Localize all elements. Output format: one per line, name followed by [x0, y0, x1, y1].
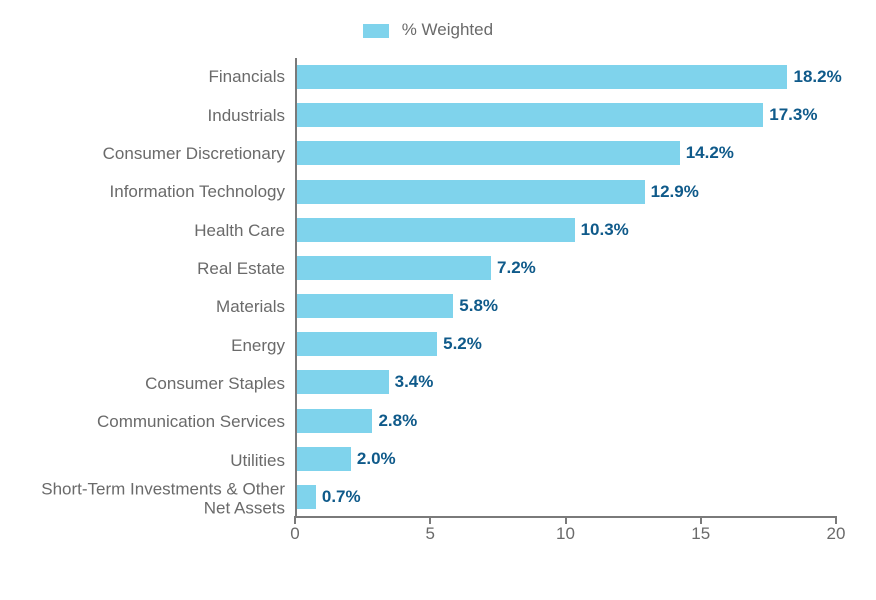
category-label: Financials: [208, 67, 285, 87]
x-tick-label: 15: [691, 524, 710, 544]
bar: 18.2%: [297, 65, 787, 89]
bar-value-label: 0.7%: [322, 487, 361, 507]
bar-value-label: 2.0%: [357, 449, 396, 469]
x-tick-mark: [700, 516, 702, 524]
category-label: Short-Term Investments & Other Net Asset…: [25, 479, 285, 518]
x-tick-label: 10: [556, 524, 575, 544]
legend-swatch: [363, 24, 389, 38]
x-tick-mark: [835, 516, 837, 524]
bar-value-label: 3.4%: [395, 372, 434, 392]
bar: 5.2%: [297, 332, 437, 356]
bar-value-label: 14.2%: [686, 143, 734, 163]
category-label: Consumer Staples: [145, 374, 285, 394]
bar-value-label: 17.3%: [769, 105, 817, 125]
bar: 7.2%: [297, 256, 491, 280]
legend-label: % Weighted: [402, 20, 493, 39]
bar-value-label: 12.9%: [651, 182, 699, 202]
x-tick-mark: [565, 516, 567, 524]
category-label: Health Care: [194, 221, 285, 241]
category-label: Materials: [216, 297, 285, 317]
x-axis: 05101520: [295, 524, 836, 554]
bar: 3.4%: [297, 370, 389, 394]
category-label: Industrials: [208, 106, 285, 126]
bar: 17.3%: [297, 103, 763, 127]
plot-area: Financials Industrials Consumer Discretion…: [20, 58, 836, 518]
category-label: Communication Services: [97, 412, 285, 432]
y-axis-labels: Financials Industrials Consumer Discretion…: [20, 58, 295, 518]
bar-value-label: 5.2%: [443, 334, 482, 354]
weighted-sector-chart: % Weighted Financials Industrials Consumer…: [0, 0, 876, 600]
bar: 12.9%: [297, 180, 645, 204]
x-tick-label: 20: [827, 524, 846, 544]
x-tick-mark: [429, 516, 431, 524]
x-tick-label: 5: [426, 524, 435, 544]
category-label: Information Technology: [110, 182, 285, 202]
bar-value-label: 7.2%: [497, 258, 536, 278]
bar-value-label: 10.3%: [581, 220, 629, 240]
bar-value-label: 18.2%: [793, 67, 841, 87]
bar-value-label: 2.8%: [378, 411, 417, 431]
category-label: Utilities: [230, 451, 285, 471]
bar: 2.0%: [297, 447, 351, 471]
category-label: Real Estate: [197, 259, 285, 279]
bar-value-label: 5.8%: [459, 296, 498, 316]
category-label: Consumer Discretionary: [103, 144, 285, 164]
bar: 2.8%: [297, 409, 372, 433]
bar: 10.3%: [297, 218, 575, 242]
category-label: Energy: [231, 336, 285, 356]
x-tick-label: 0: [290, 524, 299, 544]
bar: 0.7%: [297, 485, 316, 509]
bars-zone: 18.2% 17.3% 14.2% 12.9% 10.3% 7.2% 5.8% 5.2% 3.4…: [295, 58, 836, 518]
chart-legend: % Weighted: [20, 20, 836, 40]
x-tick-mark: [294, 516, 296, 524]
bar: 14.2%: [297, 141, 680, 165]
bar: 5.8%: [297, 294, 453, 318]
